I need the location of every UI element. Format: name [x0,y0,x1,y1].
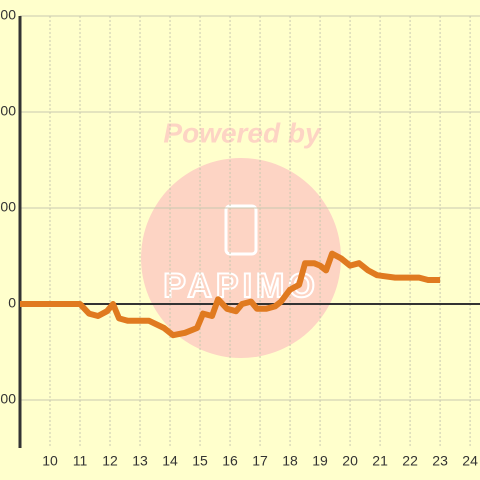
x-tick-label: 15 [192,453,208,469]
watermark-title: Powered by [163,117,322,148]
x-tick-label: 11 [73,453,88,469]
x-tick-label: 16 [222,453,238,469]
x-tick-label: 24 [462,453,478,469]
x-tick-label: 12 [102,453,118,469]
x-tick-label: 18 [282,453,298,469]
y-tick-label: -2,000 [0,391,16,407]
x-tick-label: 14 [162,453,178,469]
data-line [20,250,441,339]
watermark-icon [224,204,258,256]
watermark-circle [141,158,341,358]
y-tick-label: 0 [8,295,16,311]
y-tick-label: 6,000 [0,7,16,23]
x-tick-label: 19 [312,453,328,469]
x-tick-label: 20 [342,453,358,469]
x-tick-label: 21 [372,453,388,469]
x-tick-label: 17 [252,453,268,469]
y-tick-label: 2,000 [0,199,16,215]
x-tick-label: 13 [132,453,148,469]
x-tick-label: 10 [42,453,58,469]
x-tick-label: 22 [402,453,418,469]
y-tick-label: 4,000 [0,103,16,119]
x-tick-label: 23 [432,453,448,469]
